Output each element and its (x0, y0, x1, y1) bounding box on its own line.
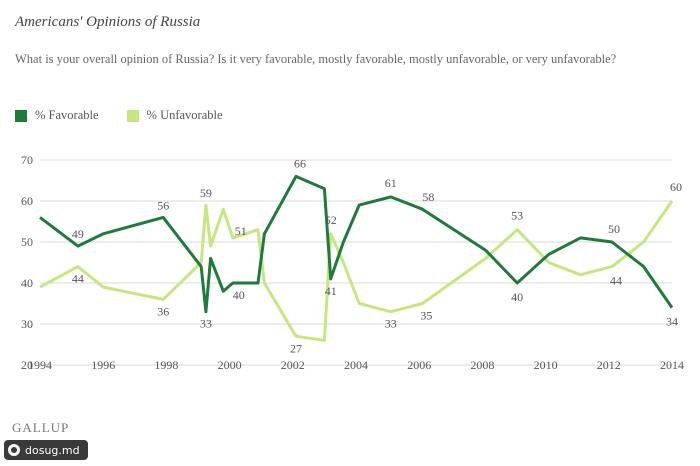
data-label-unfavorable: 35 (420, 309, 432, 323)
x-tick-label: 2006 (407, 358, 431, 372)
x-tick-label: 1996 (91, 358, 115, 372)
watermark-text: dosug.md (25, 443, 80, 457)
x-tick-label: 2002 (281, 358, 305, 372)
legend-item-favorable: % Favorable (15, 108, 99, 123)
data-label-favorable: 41 (325, 284, 337, 298)
y-tick-label: 60 (21, 194, 33, 208)
series-line-unfavorable (39, 200, 674, 342)
x-tick-label: 2000 (218, 358, 242, 372)
data-label-favorable: 40 (233, 288, 245, 302)
data-label-unfavorable: 36 (157, 304, 169, 318)
data-label-favorable: 40 (511, 290, 523, 304)
data-label-favorable: 33 (200, 317, 212, 331)
data-label-favorable: 56 (157, 198, 169, 212)
data-label-unfavorable: 53 (511, 209, 523, 223)
camera-icon (8, 444, 20, 456)
y-tick-label: 50 (21, 235, 33, 249)
survey-question: What is your overall opinion of Russia? … (15, 52, 617, 66)
legend-item-unfavorable: % Unfavorable (126, 108, 223, 123)
legend-swatch-favorable (15, 109, 27, 122)
x-tick-label: 2004 (344, 358, 368, 372)
data-label-unfavorable: 27 (290, 341, 302, 355)
data-label-unfavorable: 59 (200, 186, 212, 200)
chart-title: Americans' Opinions of Russia (15, 14, 201, 30)
legend-swatch-unfavorable (126, 109, 139, 122)
legend-label-unfavorable: % Unfavorable (146, 108, 223, 122)
y-tick-label: 70 (21, 153, 33, 167)
data-label-favorable: 58 (422, 190, 434, 204)
y-tick-label: 30 (21, 317, 33, 331)
line-chart: 20 30 40 50 60 70 1994 1996 1998 2000 2002 2004 2006… (21, 153, 684, 372)
data-label-favorable: 66 (294, 156, 306, 170)
x-tick-label: 1994 (28, 358, 52, 372)
gallup-logo: GALLUP (12, 420, 70, 435)
y-tick-label: 40 (21, 276, 33, 290)
series-line-favorable (39, 174, 674, 314)
data-label-favorable: 49 (72, 227, 84, 241)
data-label-unfavorable: 51 (235, 224, 247, 238)
x-tick-label: 2008 (470, 358, 494, 372)
data-label-favorable: 34 (666, 315, 678, 329)
y-tick-label: 20 (21, 358, 33, 372)
legend-label-favorable: % Favorable (35, 108, 99, 122)
x-tick-label: 2012 (597, 358, 621, 372)
data-label-unfavorable: 60 (670, 180, 682, 194)
legend: % Favorable % Unfavorable (15, 108, 223, 123)
x-tick-label: 2014 (660, 358, 684, 372)
data-label-unfavorable: 44 (72, 272, 84, 286)
data-label-unfavorable: 33 (385, 317, 397, 331)
x-tick-label: 1998 (154, 358, 178, 372)
data-label-favorable: 50 (608, 222, 620, 236)
watermark-badge: dosug.md (4, 440, 88, 460)
x-tick-label: 2010 (534, 358, 558, 372)
data-label-unfavorable: 52 (325, 213, 337, 227)
data-label-favorable: 61 (385, 176, 397, 190)
data-label-unfavorable: 44 (610, 274, 622, 288)
